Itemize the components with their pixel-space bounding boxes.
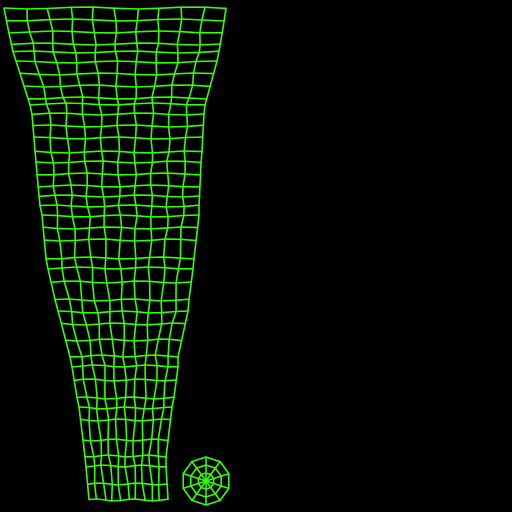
cap-spoke-edge [182,480,207,490]
sleeve-column-edge [132,8,140,500]
cap-spoke-edge [205,480,221,502]
circular-cap-island [182,456,230,506]
sleeve-column-edge [70,6,114,502]
sleeve-column-edge [165,7,227,501]
cap-spoke-edge [205,480,230,490]
cap-spoke-edge [182,472,207,482]
sleeve-column-edge [46,7,107,501]
sleeve-column-edge [3,7,90,501]
sleeve-column-edge [140,7,160,502]
sleeve-column-edge [113,7,131,501]
tapered-sleeve-island [3,6,227,502]
sleeve-column-edge [26,8,98,500]
cap-spoke-edge [191,460,207,482]
cap-spoke-edge [205,472,230,482]
cap-spoke-edge [205,460,221,482]
sleeve-column-edge [91,6,122,502]
cap-spoke-edge [191,480,207,502]
sleeve-column-edge [148,6,183,502]
sleeve-column-edge [157,6,206,502]
